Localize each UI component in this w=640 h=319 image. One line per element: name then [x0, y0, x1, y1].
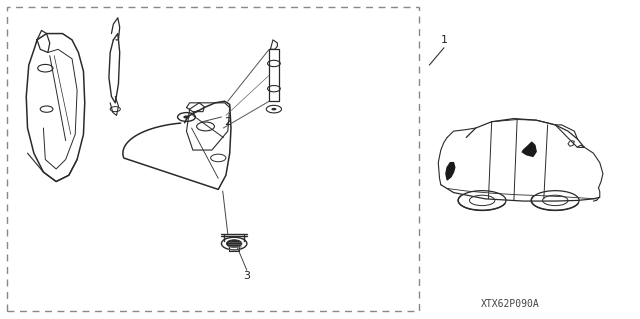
Circle shape [227, 240, 242, 247]
Polygon shape [446, 163, 455, 180]
Circle shape [271, 108, 276, 110]
Text: 1: 1 [440, 35, 447, 45]
Text: 3: 3 [243, 271, 250, 281]
Bar [7, 7, 419, 311]
Text: 2: 2 [224, 117, 232, 127]
Polygon shape [522, 142, 536, 156]
Text: XTX62P090A: XTX62P090A [481, 299, 540, 309]
Circle shape [183, 115, 189, 119]
